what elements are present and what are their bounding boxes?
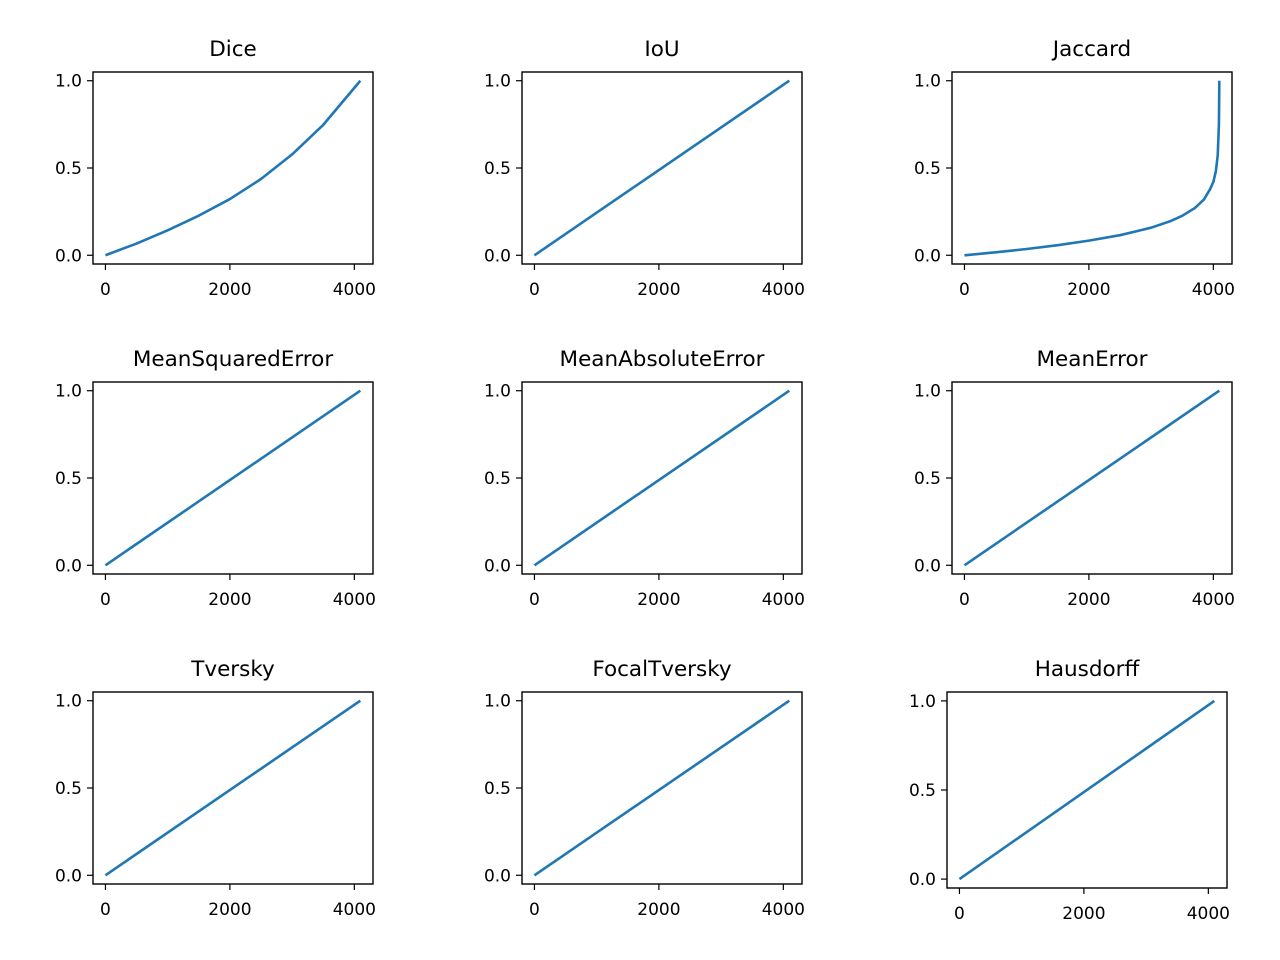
x-tick-label: 4000 — [1187, 904, 1230, 924]
x-tick-label: 0 — [529, 900, 540, 920]
subplot-title: IoU — [644, 37, 679, 62]
x-tick-label: 2000 — [1067, 590, 1110, 610]
x-tick-label: 0 — [100, 900, 111, 920]
subplot-title: MeanError — [1037, 347, 1148, 372]
y-tick-label: 0.0 — [55, 866, 82, 886]
subplot-title: Jaccard — [1051, 37, 1131, 62]
x-tick-label: 4000 — [1192, 280, 1235, 300]
x-tick-label: 2000 — [208, 280, 251, 300]
x-tick-label: 2000 — [208, 900, 251, 920]
y-tick-label: 0.0 — [914, 246, 941, 266]
y-tick-label: 1.0 — [484, 382, 511, 402]
series-line-1 — [533, 389, 791, 567]
y-tick-label: 0.0 — [484, 246, 511, 266]
subplot-title: FocalTversky — [592, 657, 732, 682]
x-tick-label: 2000 — [1067, 280, 1110, 300]
subplot-5: MeanAbsoluteError 0 2000 4000 0.0 0.5 1.0 — [484, 347, 805, 610]
x-tick-label: 0 — [100, 590, 111, 610]
x-tick-label: 2000 — [208, 590, 251, 610]
x-tick-label: 0 — [100, 280, 111, 300]
y-tick-label: 0.5 — [914, 159, 941, 179]
x-tick-label: 4000 — [762, 590, 805, 610]
subplot-9: Hausdorff 0 2000 4000 0.0 0.5 1.0 — [909, 657, 1230, 924]
y-tick-label: 0.0 — [914, 556, 941, 576]
y-tick-label: 0.5 — [484, 159, 511, 179]
y-tick-label: 1.0 — [484, 692, 511, 712]
y-tick-label: 0.5 — [484, 779, 511, 799]
series-line-1 — [958, 699, 1216, 881]
series-line-1 — [104, 79, 362, 257]
x-tick-label: 0 — [954, 904, 965, 924]
series-line-1 — [533, 699, 791, 877]
subplot-title: MeanSquaredError — [133, 347, 333, 372]
x-tick-label: 4000 — [1192, 590, 1235, 610]
y-tick-label: 1.0 — [914, 72, 941, 92]
series-line-1 — [964, 80, 1221, 257]
series-line-1 — [104, 699, 362, 877]
y-tick-label: 1.0 — [914, 382, 941, 402]
series-line-1 — [104, 389, 362, 567]
series-line-1 — [533, 79, 791, 257]
y-tick-label: 1.0 — [909, 692, 936, 712]
subplot-8: FocalTversky 0 2000 4000 0.0 0.5 1.0 — [484, 657, 805, 920]
x-tick-label: 2000 — [637, 900, 680, 920]
x-tick-label: 2000 — [637, 280, 680, 300]
x-tick-label: 2000 — [1062, 904, 1105, 924]
subplot-title: Hausdorff — [1035, 657, 1141, 682]
subplot-7: Tversky 0 2000 4000 0.0 0.5 1.0 — [55, 657, 376, 920]
y-tick-label: 1.0 — [55, 382, 82, 402]
y-tick-label: 0.0 — [55, 556, 82, 576]
y-tick-label: 0.0 — [484, 556, 511, 576]
subplot-title: MeanAbsoluteError — [560, 347, 765, 372]
x-tick-label: 2000 — [637, 590, 680, 610]
y-tick-label: 0.5 — [914, 469, 941, 489]
y-tick-label: 0.0 — [909, 870, 936, 890]
x-tick-label: 4000 — [762, 900, 805, 920]
y-tick-label: 0.5 — [484, 469, 511, 489]
y-tick-label: 0.5 — [55, 159, 82, 179]
series-line-1 — [963, 389, 1221, 567]
x-tick-label: 4000 — [333, 590, 376, 610]
y-tick-label: 0.0 — [55, 246, 82, 266]
subplot-title: Dice — [209, 37, 257, 62]
subplot-4: MeanSquaredError 0 2000 4000 0.0 0.5 1.0 — [55, 347, 376, 610]
y-tick-label: 0.5 — [909, 781, 936, 801]
subplot-title: Tversky — [190, 657, 275, 682]
subplot-6: MeanError 0 2000 4000 0.0 0.5 1.0 — [914, 347, 1235, 610]
y-tick-label: 0.0 — [484, 866, 511, 886]
y-tick-label: 0.5 — [55, 779, 82, 799]
x-tick-label: 4000 — [762, 280, 805, 300]
subplot-2: IoU 0 2000 4000 0.0 0.5 1.0 — [484, 37, 805, 300]
x-tick-label: 0 — [959, 590, 970, 610]
y-tick-label: 1.0 — [55, 692, 82, 712]
y-tick-label: 0.5 — [55, 469, 82, 489]
y-tick-label: 1.0 — [484, 72, 511, 92]
subplot-3: Jaccard 0 2000 4000 0.0 0.5 1.0 — [914, 37, 1235, 300]
subplot-1: Dice 0 2000 4000 0.0 0.5 1.0 — [55, 37, 376, 300]
x-tick-label: 0 — [529, 590, 540, 610]
x-tick-label: 0 — [959, 280, 970, 300]
x-tick-label: 4000 — [333, 900, 376, 920]
y-tick-label: 1.0 — [55, 72, 82, 92]
x-tick-label: 4000 — [333, 280, 376, 300]
x-tick-label: 0 — [529, 280, 540, 300]
